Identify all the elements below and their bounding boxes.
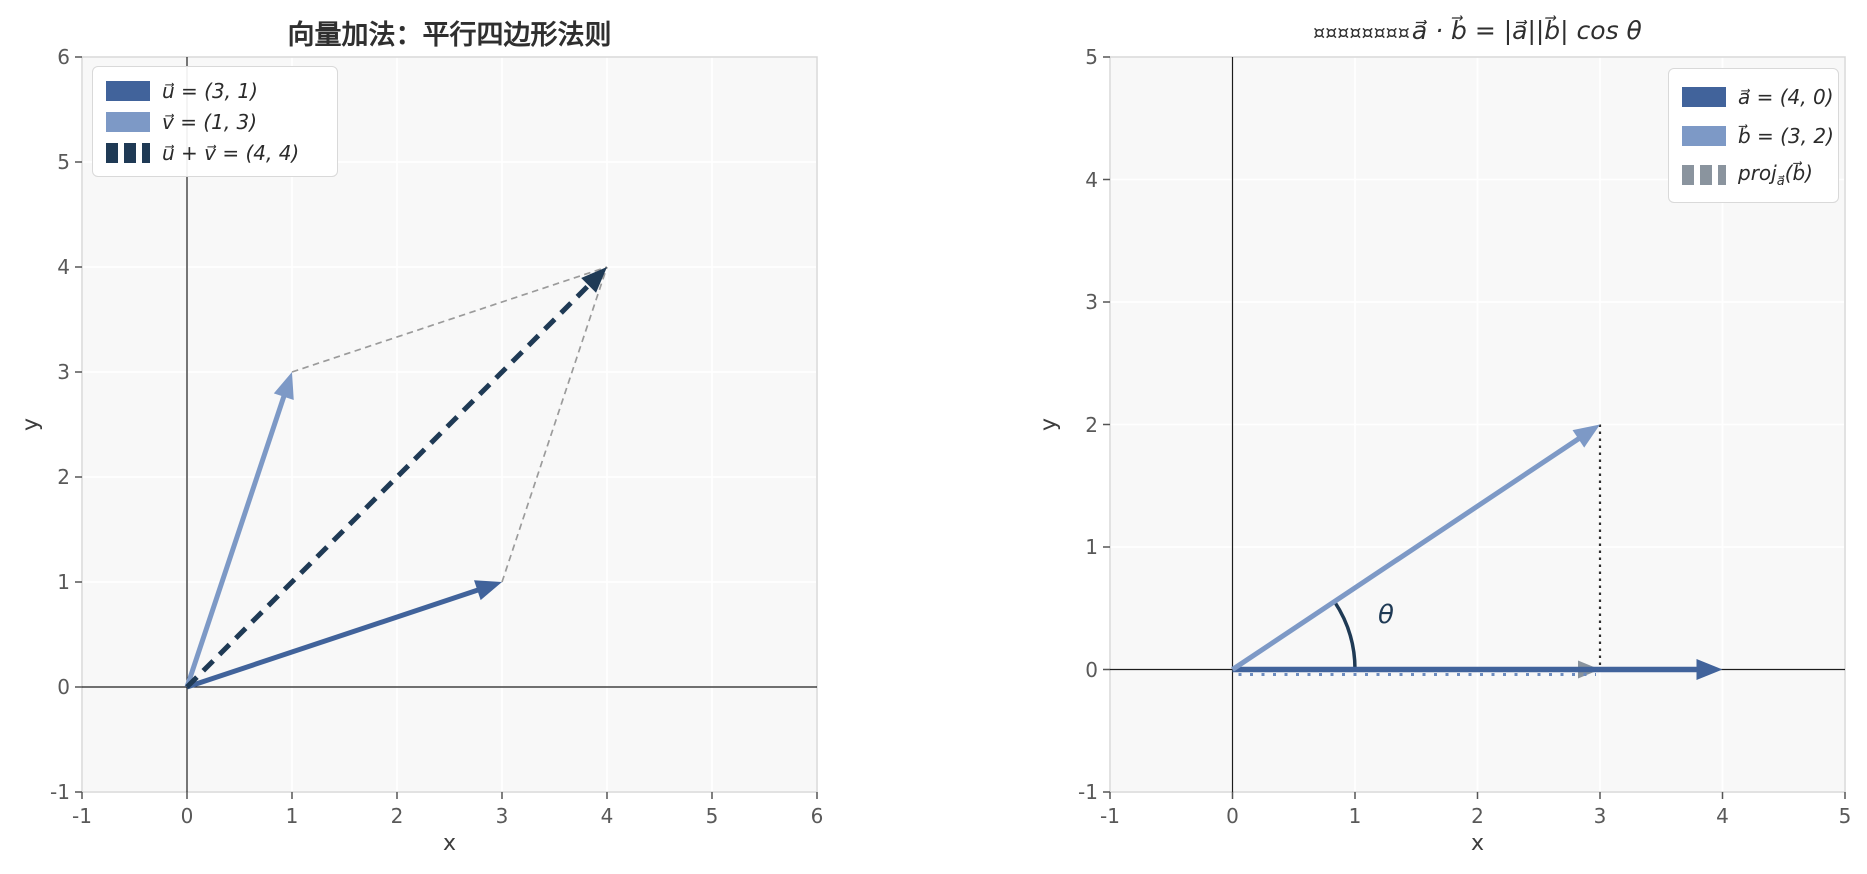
tick-label: 0 bbox=[1085, 657, 1098, 682]
tick-label: 2 bbox=[57, 465, 70, 489]
left-xaxis-label: x bbox=[442, 831, 457, 856]
left-legend: u⃗ = (3, 1) v⃗ = (1, 3) u⃗ + v⃗ = (4, 4) bbox=[92, 66, 338, 177]
proj-subscript: a⃗ bbox=[1776, 173, 1785, 189]
legend-label-proj: proja⃗(b⃗) bbox=[1738, 161, 1813, 189]
tick-label: 3 bbox=[1085, 290, 1098, 314]
legend-swatch-u bbox=[106, 80, 150, 101]
tick-label: 4 bbox=[1085, 167, 1098, 192]
tick-label: 4 bbox=[600, 804, 614, 828]
tick-label: 1 bbox=[57, 570, 70, 594]
tick-label: 5 bbox=[705, 804, 719, 828]
tick-label: 0 bbox=[1226, 804, 1239, 828]
legend-label-u: u⃗ = (3, 1) bbox=[162, 78, 258, 103]
tick-label: 5 bbox=[1838, 804, 1852, 828]
tick-label: 1 bbox=[1348, 804, 1362, 828]
tick-label: 0 bbox=[180, 804, 194, 828]
tick-label: 2 bbox=[1471, 804, 1484, 828]
tick-label: 1 bbox=[285, 804, 299, 828]
legend-swatch-proj bbox=[1682, 164, 1726, 185]
tick-label: -1 bbox=[1078, 780, 1098, 804]
tick-label: 3 bbox=[1593, 804, 1607, 828]
tick-label: 5 bbox=[1085, 45, 1098, 69]
tick-label: 4 bbox=[1716, 804, 1729, 828]
tick-label: -1 bbox=[50, 780, 70, 804]
legend-swatch-v bbox=[106, 111, 150, 132]
legend-swatch-u-plus-v bbox=[106, 142, 150, 163]
tick-label: 3 bbox=[57, 360, 70, 384]
legend-item-v: v⃗ = (1, 3) bbox=[106, 106, 324, 137]
legend-label-a: a⃗ = (4, 0) bbox=[1738, 84, 1834, 109]
legend-item-b: b⃗ = (3, 2) bbox=[1682, 116, 1834, 155]
tick-label: 0 bbox=[57, 675, 70, 699]
legend-item-u: u⃗ = (3, 1) bbox=[106, 75, 324, 106]
tick-label: 5 bbox=[57, 150, 70, 174]
legend-label-u-plus-v: u⃗ + v⃗ = (4, 4) bbox=[162, 140, 300, 165]
right-yaxis-label: y bbox=[1036, 417, 1062, 432]
tick-label: 1 bbox=[1085, 535, 1098, 559]
tick-label: -1 bbox=[72, 804, 92, 828]
proj-word: proj bbox=[1738, 160, 1777, 185]
tick-label: 2 bbox=[390, 804, 404, 828]
legend-item-a: a⃗ = (4, 0) bbox=[1682, 77, 1834, 116]
tick-label: 4 bbox=[57, 255, 70, 279]
tick-label: 6 bbox=[810, 804, 824, 828]
legend-item-proj: proja⃗(b⃗) bbox=[1682, 155, 1825, 194]
tick-label: 2 bbox=[1085, 412, 1098, 437]
right-title-missing-glyphs: ¤¤¤¤¤¤¤¤ bbox=[1313, 22, 1410, 44]
tick-label: 6 bbox=[57, 45, 70, 69]
tick-label: -1 bbox=[1100, 804, 1120, 828]
legend-label-b: b⃗ = (3, 2) bbox=[1738, 123, 1834, 148]
right-title-formula: a⃗ · b⃗ = |a⃗||b⃗| cos θ bbox=[1411, 16, 1642, 45]
legend-swatch-a bbox=[1682, 86, 1726, 107]
left-plot-title: 向量加法：平行四边形法则 bbox=[287, 20, 612, 51]
proj-argument: (b⃗) bbox=[1784, 160, 1813, 185]
tick-label: 3 bbox=[495, 804, 509, 828]
legend-item-u-plus-v: u⃗ + v⃗ = (4, 4) bbox=[106, 137, 324, 168]
right-xaxis-label: x bbox=[1470, 831, 1485, 856]
right-legend: a⃗ = (4, 0) b⃗ = (3, 2) proja⃗(b⃗) bbox=[1668, 68, 1839, 203]
legend-label-v: v⃗ = (1, 3) bbox=[162, 109, 258, 134]
left-yaxis-label: y bbox=[18, 417, 44, 432]
right-plot-title: ¤¤¤¤¤¤¤¤ a⃗ · b⃗ = |a⃗||b⃗| cos θ bbox=[1110, 16, 1845, 45]
theta-angle-label: θ bbox=[1378, 600, 1394, 630]
legend-swatch-b bbox=[1682, 125, 1726, 146]
